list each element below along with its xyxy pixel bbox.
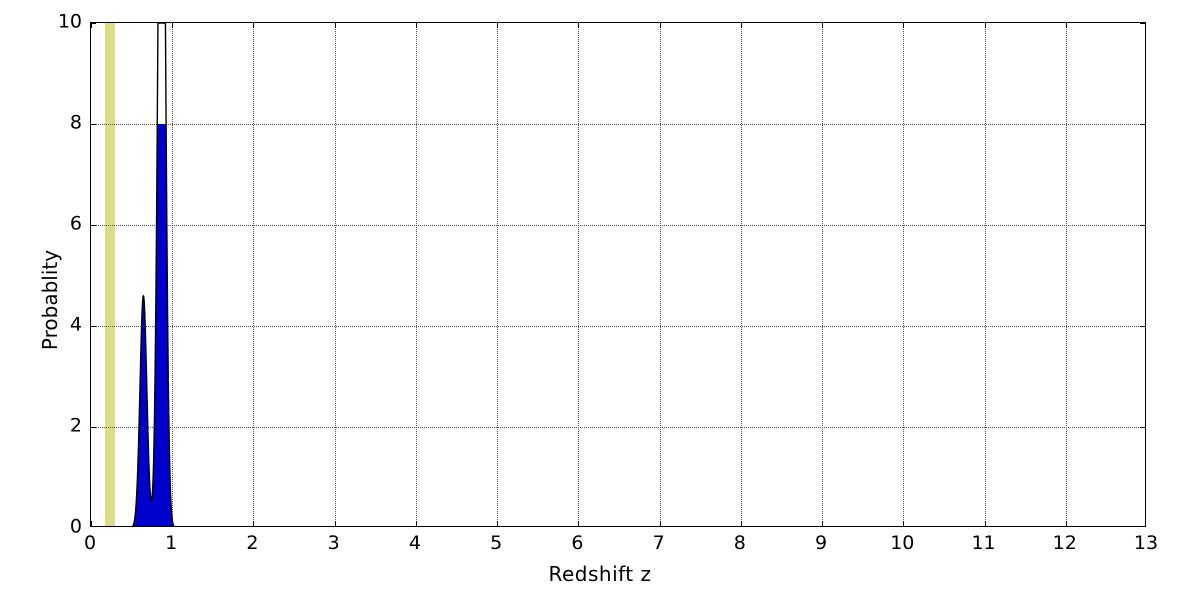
gridline-horizontal bbox=[91, 427, 1145, 428]
x-tick-mark-top bbox=[822, 23, 824, 28]
curve-outline bbox=[132, 23, 175, 526]
x-tick-mark-top bbox=[903, 23, 905, 28]
x-tick-mark bbox=[415, 521, 417, 526]
y-tick-label: 2 bbox=[69, 414, 82, 437]
x-tick-mark-top bbox=[578, 23, 580, 28]
gridline-vertical bbox=[903, 23, 905, 526]
y-tick-label: 0 bbox=[69, 515, 82, 538]
x-tick-label: 12 bbox=[1052, 532, 1077, 554]
plot-area bbox=[90, 22, 1146, 527]
gridline-vertical bbox=[415, 23, 417, 526]
gridline-vertical bbox=[172, 23, 174, 526]
gridline-vertical bbox=[984, 23, 986, 526]
x-tick-mark bbox=[822, 521, 824, 526]
x-tick-mark bbox=[1065, 521, 1067, 526]
x-tick-label: 2 bbox=[246, 532, 259, 554]
y-tick-mark-right bbox=[1140, 326, 1145, 327]
x-tick-mark-top bbox=[91, 23, 92, 28]
x-tick-mark bbox=[984, 521, 986, 526]
x-tick-label: 11 bbox=[971, 532, 996, 554]
x-tick-mark-top bbox=[497, 23, 499, 28]
y-tick-label: 8 bbox=[69, 111, 82, 134]
x-tick-mark bbox=[659, 521, 661, 526]
y-tick-mark-right bbox=[1140, 23, 1145, 24]
x-tick-mark-top bbox=[334, 23, 336, 28]
x-tick-label: 4 bbox=[408, 532, 421, 554]
y-axis-label-wrapper: Probablity bbox=[24, 0, 62, 600]
gridline-horizontal bbox=[91, 124, 1145, 125]
gridline-vertical bbox=[497, 23, 499, 526]
x-axis-label: Redshift z bbox=[548, 562, 652, 586]
x-tick-label: 1 bbox=[165, 532, 178, 554]
x-tick-label: 8 bbox=[733, 532, 746, 554]
probability-density-curve bbox=[132, 23, 175, 526]
y-tick-mark bbox=[91, 23, 96, 24]
curve-fill bbox=[132, 124, 174, 526]
x-tick-label: 9 bbox=[815, 532, 828, 554]
x-tick-label: 0 bbox=[83, 532, 97, 554]
y-tick-mark bbox=[91, 326, 96, 327]
gridline-horizontal bbox=[91, 326, 1145, 327]
x-tick-mark bbox=[578, 521, 580, 526]
x-tick-mark bbox=[497, 521, 499, 526]
x-tick-label: 3 bbox=[327, 532, 340, 554]
gridline-vertical bbox=[334, 23, 336, 526]
x-tick-label: 6 bbox=[571, 532, 584, 554]
x-tick-mark-top bbox=[659, 23, 661, 28]
x-tick-mark bbox=[903, 521, 905, 526]
x-tick-mark bbox=[740, 521, 742, 526]
x-tick-mark-top bbox=[740, 23, 742, 28]
gridline-vertical bbox=[578, 23, 580, 526]
y-tick-mark bbox=[91, 124, 96, 125]
gridline-vertical bbox=[659, 23, 661, 526]
y-tick-label: 4 bbox=[69, 313, 82, 336]
y-tick-label: 6 bbox=[69, 212, 82, 235]
spectroscopic-redshift-band bbox=[104, 23, 116, 526]
y-tick-mark bbox=[91, 427, 96, 428]
y-tick-mark-right bbox=[1140, 225, 1145, 226]
x-tick-mark-top bbox=[415, 23, 417, 28]
x-tick-mark-top bbox=[253, 23, 255, 28]
x-tick-label: 13 bbox=[1133, 532, 1159, 554]
x-tick-mark-top bbox=[1065, 23, 1067, 28]
x-tick-mark bbox=[334, 521, 336, 526]
gridline-horizontal bbox=[91, 225, 1145, 226]
x-tick-label: 5 bbox=[490, 532, 503, 554]
gridline-vertical bbox=[740, 23, 742, 526]
y-tick-mark-right bbox=[1140, 427, 1145, 428]
x-tick-label: 10 bbox=[890, 532, 915, 554]
y-tick-mark-right bbox=[1140, 124, 1145, 125]
y-tick-label: 10 bbox=[57, 10, 82, 33]
x-tick-mark-top bbox=[984, 23, 986, 28]
x-tick-mark bbox=[91, 521, 92, 526]
x-tick-mark-top bbox=[172, 23, 174, 28]
y-tick-mark bbox=[91, 225, 96, 226]
y-axis-label: Probablity bbox=[38, 249, 62, 351]
gridline-vertical bbox=[1065, 23, 1067, 526]
x-tick-label: 7 bbox=[652, 532, 665, 554]
gridline-vertical bbox=[253, 23, 255, 526]
gridline-vertical bbox=[822, 23, 824, 526]
x-tick-mark bbox=[253, 521, 255, 526]
